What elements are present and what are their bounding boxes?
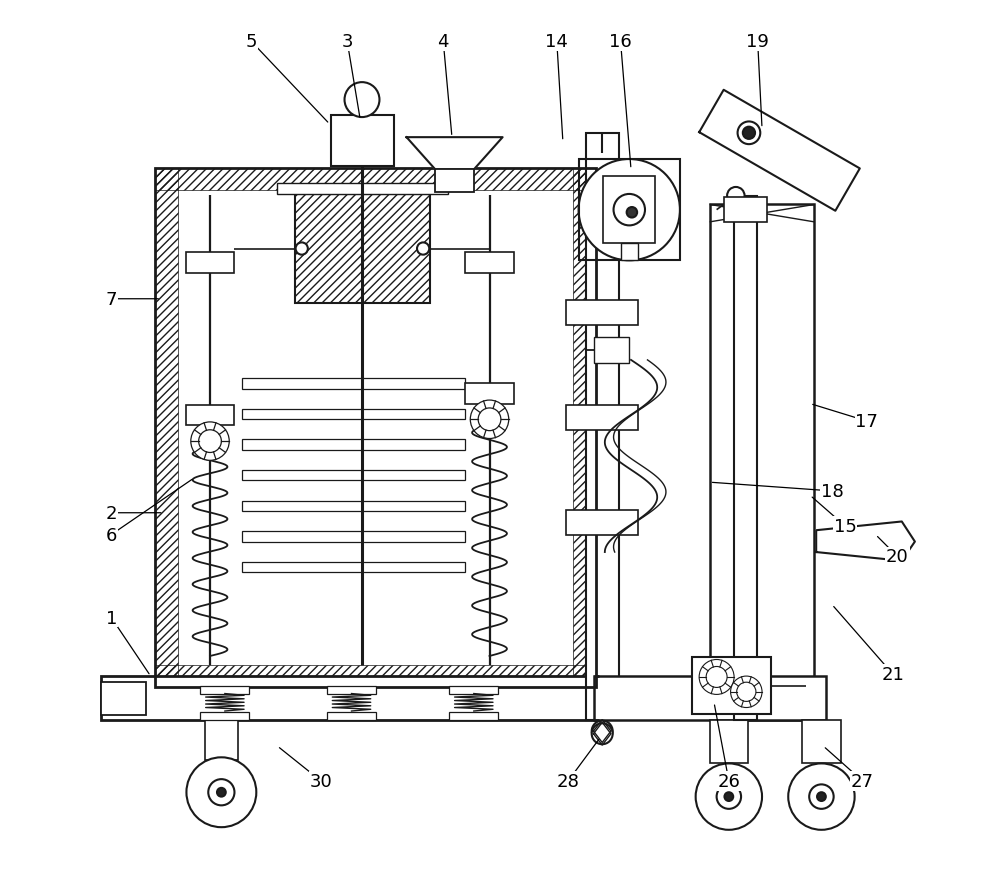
Bar: [205, 718, 238, 760]
Circle shape: [738, 122, 760, 145]
Bar: [566, 406, 638, 430]
Circle shape: [724, 792, 733, 801]
Text: 21: 21: [882, 666, 904, 684]
Bar: [277, 184, 448, 195]
Text: 16: 16: [609, 33, 632, 51]
Bar: [178, 191, 573, 665]
Text: 18: 18: [821, 482, 843, 500]
Circle shape: [186, 758, 256, 827]
Bar: [603, 177, 655, 243]
Bar: [155, 169, 178, 687]
Circle shape: [592, 723, 613, 745]
Bar: [449, 686, 498, 694]
Polygon shape: [816, 522, 915, 561]
Bar: [295, 195, 430, 304]
Bar: [327, 712, 376, 720]
Bar: [186, 253, 234, 273]
Circle shape: [345, 83, 379, 118]
Circle shape: [208, 780, 234, 805]
Circle shape: [417, 243, 429, 255]
Text: 3: 3: [341, 33, 353, 51]
Bar: [465, 253, 514, 273]
Bar: [331, 116, 394, 167]
Circle shape: [737, 682, 756, 702]
Text: 26: 26: [717, 772, 740, 790]
Circle shape: [699, 659, 734, 694]
Circle shape: [696, 764, 762, 830]
Bar: [579, 160, 680, 261]
Circle shape: [614, 195, 645, 227]
Bar: [200, 712, 249, 720]
Bar: [242, 409, 465, 420]
Bar: [465, 384, 514, 404]
Bar: [573, 169, 596, 687]
Bar: [586, 133, 619, 720]
Bar: [155, 169, 596, 191]
Bar: [594, 676, 826, 720]
Text: 4: 4: [437, 33, 449, 51]
Circle shape: [199, 430, 221, 453]
Bar: [710, 205, 814, 720]
Text: 19: 19: [746, 33, 769, 51]
Bar: [242, 562, 465, 572]
Bar: [242, 501, 465, 511]
Circle shape: [717, 784, 741, 809]
Bar: [242, 378, 465, 389]
Bar: [710, 720, 748, 764]
Bar: [186, 406, 234, 426]
Circle shape: [727, 188, 745, 205]
Circle shape: [478, 408, 501, 431]
Bar: [449, 712, 498, 720]
Circle shape: [579, 160, 680, 261]
Bar: [621, 243, 638, 261]
Bar: [242, 471, 465, 481]
Circle shape: [788, 764, 855, 830]
Circle shape: [706, 666, 727, 687]
Circle shape: [470, 400, 509, 439]
Text: 20: 20: [886, 548, 909, 565]
Circle shape: [592, 721, 613, 742]
Bar: [724, 198, 767, 223]
Bar: [734, 197, 757, 720]
Text: 5: 5: [245, 33, 257, 51]
Circle shape: [731, 676, 762, 708]
Bar: [155, 665, 596, 687]
Bar: [242, 531, 465, 542]
Bar: [200, 686, 249, 694]
Bar: [566, 510, 638, 535]
Bar: [594, 337, 629, 363]
Circle shape: [296, 243, 308, 255]
Text: 28: 28: [557, 772, 580, 790]
Bar: [295, 195, 430, 304]
Circle shape: [191, 422, 229, 461]
Bar: [566, 301, 638, 326]
Bar: [327, 686, 376, 694]
Bar: [155, 169, 596, 687]
Polygon shape: [699, 90, 860, 212]
Text: 15: 15: [834, 517, 856, 536]
Bar: [692, 657, 771, 714]
Bar: [101, 676, 599, 720]
Text: 6: 6: [106, 526, 117, 544]
Text: 17: 17: [855, 413, 878, 430]
Text: 7: 7: [106, 291, 117, 308]
Polygon shape: [407, 138, 503, 170]
Circle shape: [217, 788, 226, 796]
Bar: [242, 440, 465, 450]
Circle shape: [743, 127, 755, 140]
Text: 30: 30: [310, 772, 332, 790]
Bar: [101, 682, 146, 716]
Text: 2: 2: [106, 504, 117, 522]
Text: 27: 27: [851, 772, 874, 790]
Text: 14: 14: [545, 33, 568, 51]
Circle shape: [817, 792, 826, 801]
Text: 1: 1: [106, 608, 117, 627]
Bar: [802, 720, 841, 764]
Bar: [435, 169, 474, 193]
Circle shape: [809, 784, 834, 809]
Circle shape: [627, 208, 637, 219]
